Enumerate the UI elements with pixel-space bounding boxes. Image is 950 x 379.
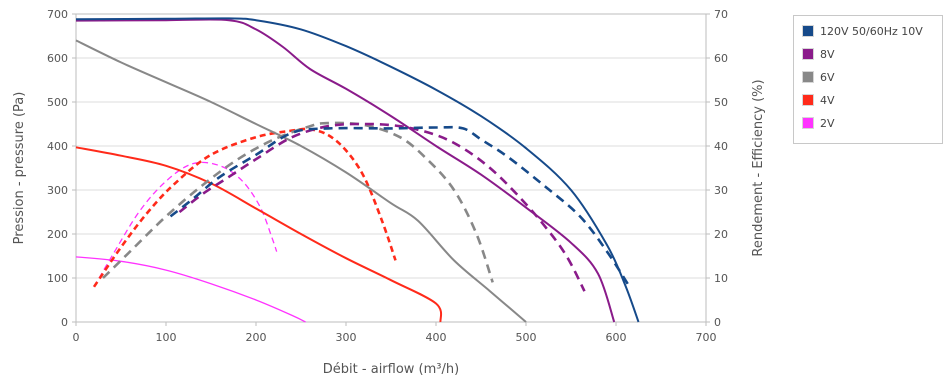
x-tick-label: 500 (516, 331, 537, 344)
x-tick-label: 700 (696, 331, 717, 344)
pressure-curve-series-4 (75, 256, 306, 323)
y-right-axis-ticks: 0 10 20 30 40 50 60 70 (706, 8, 728, 329)
y-left-tick-label: 100 (47, 272, 68, 285)
y-right-axis-title: Rendement - Efficiency (%) (751, 79, 766, 256)
x-tick-label: 0 (73, 331, 80, 344)
y-right-tick-label: 70 (714, 8, 728, 21)
legend-label: 8V (820, 47, 835, 61)
y-left-tick-label: 200 (47, 228, 68, 241)
legend-swatch (802, 94, 814, 106)
y-right-tick-label: 40 (714, 140, 728, 153)
x-axis-title: Débit - airflow (m³/h) (323, 362, 459, 377)
y-left-tick-label: 300 (47, 184, 68, 197)
y-left-tick-label: 500 (47, 96, 68, 109)
legend-item-series-1: 8V (802, 46, 835, 62)
y-right-tick-label: 60 (714, 52, 728, 65)
efficiency-curve-series-3 (92, 127, 397, 288)
legend: 120V 50/60Hz 10V 8V 6V 4V 2V (793, 15, 943, 144)
pressure-curve-series-1 (75, 18, 616, 323)
pressure-curve-series-0 (75, 17, 640, 323)
y-right-tick-label: 0 (714, 316, 721, 329)
efficiency-curve-series-0 (169, 125, 631, 288)
y-left-tick-label: 0 (61, 316, 68, 329)
x-axis-ticks: 0 100 200 300 400 500 600 700 (73, 322, 717, 344)
x-tick-label: 100 (156, 331, 177, 344)
x-tick-label: 200 (246, 331, 267, 344)
y-left-axis-title: Pression - pressure (Pa) (12, 92, 27, 245)
legend-label: 6V (820, 70, 835, 84)
legend-item-series-3: 4V (802, 92, 835, 108)
legend-swatch (802, 48, 814, 60)
legend-label: 2V (820, 116, 835, 130)
pressure-curve-series-3 (75, 146, 443, 323)
y-right-tick-label: 20 (714, 228, 728, 241)
y-left-tick-label: 600 (47, 52, 68, 65)
curves-layer (75, 17, 640, 323)
y-right-tick-label: 50 (714, 96, 728, 109)
y-right-tick-label: 10 (714, 272, 728, 285)
legend-label: 4V (820, 93, 835, 107)
y-left-tick-label: 700 (47, 8, 68, 21)
x-tick-label: 400 (426, 331, 447, 344)
legend-swatch (802, 71, 814, 83)
efficiency-curve-series-1 (178, 122, 586, 292)
legend-swatch (802, 25, 814, 37)
legend-item-series-4: 2V (802, 115, 835, 131)
x-tick-label: 600 (606, 331, 627, 344)
x-tick-label: 300 (336, 331, 357, 344)
plot-frame (75, 13, 707, 323)
y-left-tick-label: 400 (47, 140, 68, 153)
grid-lines (76, 13, 706, 323)
efficiency-curve-series-4 (93, 161, 278, 288)
legend-item-series-2: 6V (802, 69, 835, 85)
legend-label: 120V 50/60Hz 10V (820, 24, 923, 38)
y-left-axis-ticks: 0 100 200 300 400 500 600 700 (47, 8, 76, 329)
legend-swatch (802, 117, 814, 129)
legend-item-series-0: 120V 50/60Hz 10V (802, 23, 923, 39)
efficiency-curve-series-2 (102, 121, 494, 283)
pressure-curve-series-2 (75, 39, 527, 323)
y-right-tick-label: 30 (714, 184, 728, 197)
